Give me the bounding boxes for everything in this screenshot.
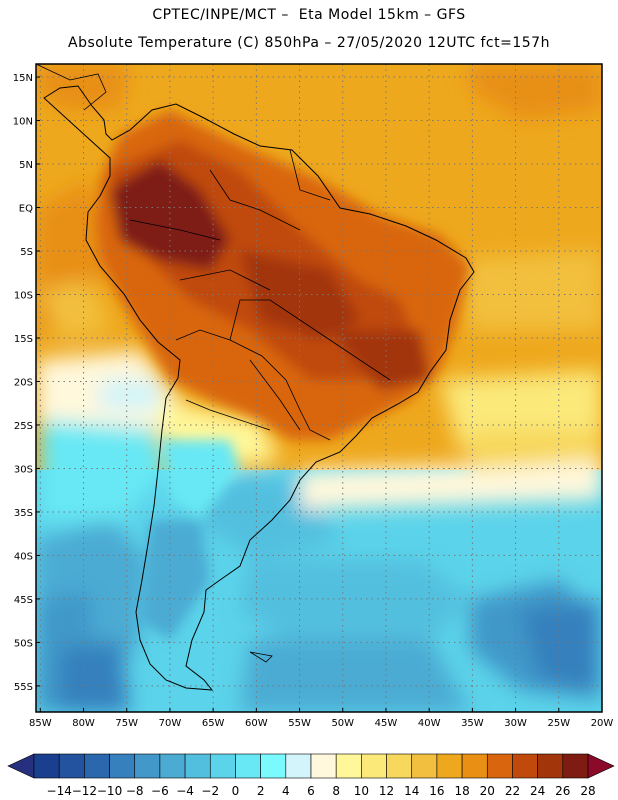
colorbar-under-triangle [7, 753, 35, 779]
colorbar-swatch [310, 753, 337, 779]
title-line-1: CPTEC/INPE/MCT – Eta Model 15km – GFS [152, 7, 466, 23]
colorbar-label: −2 [201, 784, 219, 798]
colorbar-swatch [134, 753, 161, 779]
colorbar-swatch [159, 753, 186, 779]
colorbar-swatch [33, 753, 60, 779]
lat-label: 55S [14, 682, 33, 693]
colorbar-swatch [184, 753, 211, 779]
colorbar-swatch [411, 753, 438, 779]
longitude-labels: 85W 80W 75W 70W 65W 60W 55W 50W 45W 40W 35W 30W 25W 2… [29, 708, 613, 729]
lat-label: 20S [14, 377, 33, 388]
colorbar-label: −10 [97, 784, 122, 798]
lat-label: 10S [14, 290, 33, 301]
lon-label: 20W [591, 718, 614, 729]
lat-label: EQ [19, 204, 33, 215]
lat-label: 25S [14, 421, 33, 432]
country-borders [129, 149, 391, 441]
lon-label: 40W [418, 718, 441, 729]
colorbar-label: 16 [429, 784, 444, 798]
colorbar-label: 4 [282, 784, 290, 798]
colorbar-label: 28 [580, 784, 595, 798]
lon-label: 55W [288, 718, 311, 729]
colorbar-label: 8 [332, 784, 340, 798]
colorbar-swatch [209, 753, 236, 779]
lon-label: 60W [245, 718, 268, 729]
lat-label: 15N [13, 73, 33, 84]
colorbar-swatch [486, 753, 513, 779]
colorbar-swatch [285, 753, 312, 779]
colorbar-swatch [58, 753, 85, 779]
colorbar: −14 −12 −10 −8 −6 −4 −2 0 2 4 6 8 10 12 14 16 18 20 22 24 26… [7, 753, 615, 798]
colorbar-label: 14 [404, 784, 419, 798]
colorbar-label: 10 [354, 784, 369, 798]
plot-frame [35, 63, 603, 713]
lon-label: 75W [115, 718, 138, 729]
colorbar-label: 12 [379, 784, 394, 798]
lat-label: 40S [14, 551, 33, 562]
colorbar-label: 22 [505, 784, 520, 798]
central-america-outline [36, 64, 107, 111]
latitude-labels: 15N 10N 5N EQ 5S 10S 15S 20S 25S 30S 35S 40S 45S 50S 5… [13, 73, 40, 693]
colorbar-label: 26 [555, 784, 570, 798]
colorbar-label: 24 [530, 784, 545, 798]
colorbar-label: −8 [126, 784, 144, 798]
colorbar-label: −4 [176, 784, 194, 798]
colorbar-swatch [235, 753, 261, 779]
lon-label: 70W [159, 718, 182, 729]
coastlines [36, 64, 475, 691]
colorbar-swatch [260, 753, 287, 779]
colorbar-swatch [386, 753, 413, 779]
south-america-outline [43, 85, 475, 691]
lat-label: 5S [20, 247, 33, 258]
lat-label: 15S [14, 334, 33, 345]
colorbar-swatch [84, 753, 110, 779]
colorbar-swatch [361, 753, 387, 779]
colorbar-label: −12 [72, 784, 97, 798]
lat-label: 10N [13, 117, 33, 128]
colorbar-label: −6 [151, 784, 169, 798]
title-line-2: Absolute Temperature (C) 850hPa – 27/05/… [68, 35, 550, 51]
temperature-field [36, 64, 602, 712]
colorbar-label: 20 [480, 784, 495, 798]
colorbar-label: 0 [232, 784, 240, 798]
colorbar-swatch [461, 753, 488, 779]
lon-label: 65W [202, 718, 225, 729]
colorbar-swatch [562, 753, 589, 779]
lat-label: 50S [14, 638, 33, 649]
colorbar-over-triangle [587, 753, 615, 779]
colorbar-swatch [109, 753, 136, 779]
lon-label: 45W [375, 718, 398, 729]
lon-label: 50W [331, 718, 354, 729]
colorbar-label: 2 [257, 784, 265, 798]
colorbar-swatch [436, 753, 463, 779]
colorbar-swatch [537, 753, 564, 779]
colorbar-swatch [512, 753, 538, 779]
graticule [36, 64, 602, 712]
lon-label: 85W [29, 718, 52, 729]
lat-label: 30S [14, 464, 33, 475]
colorbar-label: −14 [47, 784, 72, 798]
lon-label: 30W [504, 718, 527, 729]
colorbar-label: 18 [454, 784, 469, 798]
lon-label: 25W [547, 718, 570, 729]
colorbar-swatch [335, 753, 362, 779]
lon-label: 35W [461, 718, 484, 729]
falkland-islands [249, 651, 273, 663]
colorbar-label: 6 [307, 784, 315, 798]
lon-label: 80W [72, 718, 95, 729]
lat-label: 5N [19, 160, 33, 171]
lat-label: 35S [14, 508, 33, 519]
lat-label: 45S [14, 595, 33, 606]
